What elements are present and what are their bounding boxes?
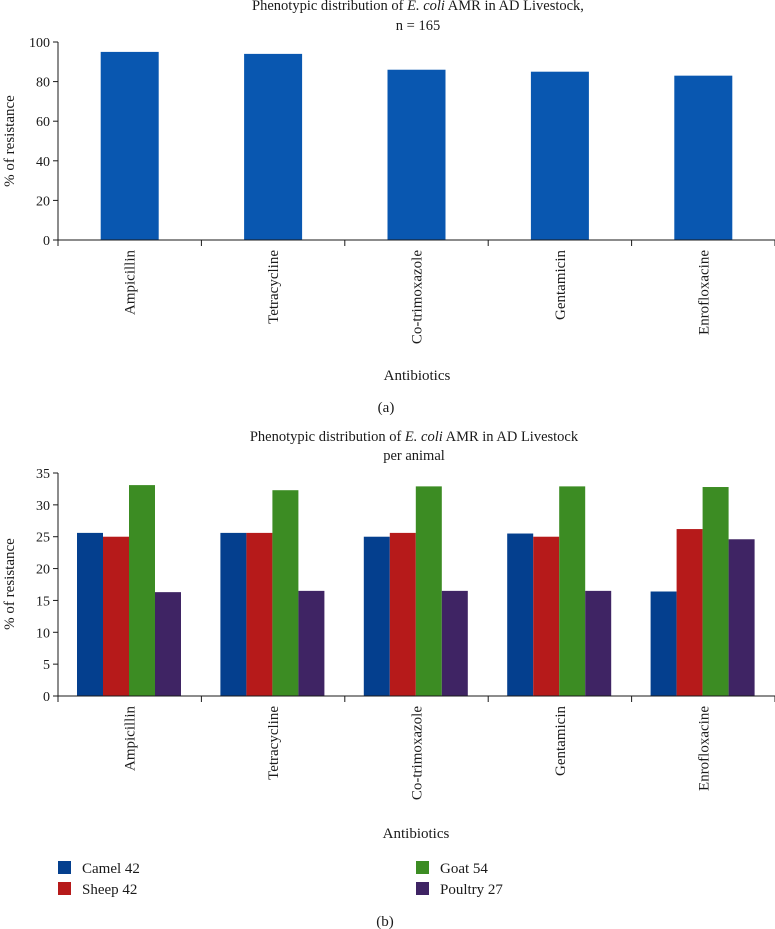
chart-b-axes — [57, 473, 775, 702]
chart-b-bar — [507, 533, 534, 696]
chart-a-category-label: Ampicillin — [123, 250, 139, 315]
chart-b-category-label: Co-trimoxazole — [410, 706, 426, 800]
chart-a-bar — [100, 51, 159, 241]
chart-b-legend: Camel 42 Sheep 42 Goat 54 Poultry 27 — [58, 861, 503, 898]
chart-a-category-label: Tetracycline — [266, 250, 282, 324]
chart-b-panel-label: (b) — [376, 914, 394, 929]
chart-b-bar — [585, 590, 612, 696]
chart-a-title: Phenotypic distribution of E. coli AMR i… — [252, 0, 584, 14]
legend-label: Goat 54 — [440, 861, 488, 877]
chart-b-bar — [728, 539, 755, 696]
legend-label: Sheep 42 — [82, 882, 137, 898]
chart-a-bars — [100, 51, 733, 241]
chart-b-bar — [246, 532, 273, 696]
chart-b: Phenotypic distribution of E. coli AMR i… — [2, 429, 775, 929]
chart-a-axes — [57, 42, 775, 246]
chart-b-category-label: Ampicillin — [123, 706, 139, 771]
chart-a-y-tick-label: 100 — [29, 36, 50, 51]
chart-b-category-labels: Ampicillin Tetracycline Co-trimoxazole Gent… — [123, 706, 713, 801]
legend-swatch — [58, 882, 71, 895]
chart-a-bar — [674, 75, 733, 240]
chart-b-y-tick-label: 5 — [43, 658, 50, 673]
chart-a-panel-label: (a) — [378, 400, 395, 416]
chart-b-bar — [77, 532, 103, 696]
chart-b-y-tick-label: 0 — [43, 690, 50, 705]
chart-a-category-label: Enrofloxacine — [696, 250, 712, 335]
chart-b-y-tick-label: 35 — [36, 467, 50, 482]
legend-label: Camel 42 — [82, 861, 140, 877]
chart-b-bar — [650, 591, 677, 696]
chart-b-y-tick-label: 10 — [36, 626, 50, 641]
legend-swatch — [416, 861, 429, 874]
chart-b-y-tick-label: 30 — [36, 499, 50, 514]
chart-b-y-tick-label: 15 — [36, 594, 50, 609]
chart-a-y-tick-label: 0 — [43, 234, 50, 249]
chart-b-bar — [415, 486, 442, 696]
chart-b-y-ticks: 0 5 10 15 20 25 30 35 — [36, 467, 58, 705]
chart-b-bar — [363, 536, 390, 696]
legend-swatch — [58, 861, 71, 874]
chart-b-category-label: Gentamicin — [553, 706, 569, 776]
chart-a-subtitle: n = 165 — [396, 18, 440, 34]
chart-b-bar — [129, 485, 155, 696]
legend-swatch — [416, 882, 429, 895]
chart-a: Phenotypic distribution of E. coli AMR i… — [2, 0, 775, 416]
chart-b-category-label: Tetracycline — [266, 706, 282, 780]
chart-b-y-tick-label: 25 — [36, 531, 50, 546]
chart-a-y-tick-label: 60 — [36, 115, 50, 130]
chart-a-category-label: Gentamicin — [553, 250, 569, 320]
chart-b-bars — [77, 485, 755, 696]
chart-a-category-labels: Ampicillin Tetracycline Co-trimoxazole Gent… — [123, 250, 713, 345]
chart-a-bar — [387, 69, 446, 240]
chart-b-bar — [533, 536, 560, 696]
chart-b-y-tick-label: 20 — [36, 563, 50, 578]
chart-a-category-label: Co-trimoxazole — [410, 250, 426, 344]
chart-b-ylabel: % of resistance — [2, 538, 18, 630]
chart-b-category-label: Enrofloxacine — [696, 706, 712, 791]
chart-a-bar — [244, 53, 303, 240]
chart-b-xlabel: Antibiotics — [383, 826, 450, 842]
legend-label: Poultry 27 — [440, 882, 503, 898]
chart-b-bar — [103, 536, 129, 696]
chart-b-bar — [298, 590, 325, 696]
chart-a-y-ticks: 0 20 40 60 80 100 — [29, 36, 58, 249]
chart-b-bar — [220, 532, 247, 696]
chart-a-bar — [530, 71, 589, 240]
chart-b-bar — [702, 487, 729, 696]
chart-a-y-tick-label: 80 — [36, 76, 50, 91]
chart-a-ylabel: % of resistance — [2, 95, 18, 187]
chart-b-bar — [676, 529, 703, 696]
chart-a-xlabel: Antibiotics — [384, 368, 451, 384]
chart-b-title: Phenotypic distribution of E. coli AMR i… — [250, 429, 579, 445]
chart-b-bar — [389, 532, 416, 696]
chart-b-bar — [272, 490, 299, 696]
chart-b-bar — [155, 592, 181, 696]
chart-b-subtitle: per animal — [383, 448, 445, 464]
chart-b-bar — [559, 486, 586, 696]
chart-a-y-tick-label: 20 — [36, 194, 50, 209]
chart-a-y-tick-label: 40 — [36, 155, 50, 170]
chart-b-bar — [441, 590, 468, 696]
